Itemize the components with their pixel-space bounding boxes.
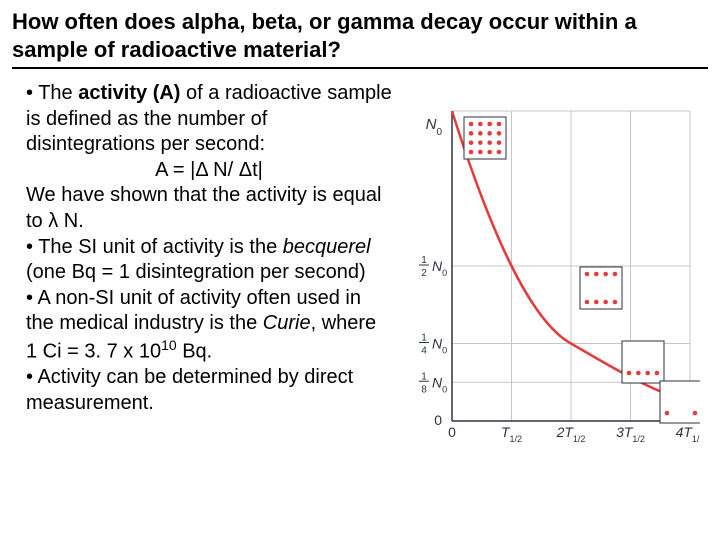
- bullet-3-post: Bq.: [177, 341, 213, 363]
- svg-text:1: 1: [421, 255, 427, 266]
- svg-text:N0: N0: [432, 258, 447, 278]
- bullet-2-post: (one Bq = 1 disintegration per second): [26, 261, 366, 283]
- svg-text:N0: N0: [426, 116, 443, 138]
- svg-text:1: 1: [421, 371, 427, 382]
- x-axis-labels: 0 T1/2 2T1/2 3T1/2 4T1/2: [448, 424, 700, 444]
- content-row: • The activity (A) of a radioactive samp…: [12, 81, 708, 416]
- text-column: • The activity (A) of a radioactive samp…: [12, 81, 392, 416]
- bullet-1-bold: activity (A): [78, 82, 180, 104]
- bullet-1-pre: • The: [26, 82, 78, 104]
- chart-column: 0N018N014N012N0 0T1/22T1/23T1/24T1/2: [400, 81, 708, 416]
- bullet-3-sup: 10: [161, 337, 177, 353]
- slide-title: How often does alpha, beta, or gamma dec…: [12, 8, 708, 69]
- svg-text:4T1/2: 4T1/2: [676, 424, 700, 444]
- svg-text:4: 4: [421, 346, 427, 357]
- svg-text:0: 0: [448, 424, 456, 440]
- svg-text:8: 8: [421, 384, 427, 395]
- svg-text:T1/2: T1/2: [501, 424, 522, 444]
- svg-text:1: 1: [421, 333, 427, 344]
- bullet-3-italic: Curie: [263, 312, 311, 334]
- svg-text:2T1/2: 2T1/2: [556, 424, 586, 444]
- bullet-1: • The activity (A) of a radioactive samp…: [26, 81, 392, 158]
- after-formula: We have shown that the activity is equal…: [26, 183, 392, 234]
- decay-chart: 0 N0 1 8 N0 1 4 N0 1 2 N0 0 T1/2 2T1/2 3T1/2 4T1/2: [400, 91, 700, 451]
- bullet-2-italic: becquerel: [283, 236, 371, 258]
- bullet-2-pre: • The SI unit of activity is the: [26, 236, 283, 258]
- svg-text:N0: N0: [432, 336, 447, 356]
- bullet-2: • The SI unit of activity is the becquer…: [26, 235, 392, 286]
- svg-text:0: 0: [434, 412, 442, 428]
- sample-boxes: [464, 117, 700, 423]
- formula: A = |Δ N/ Δt|: [26, 158, 392, 184]
- svg-text:N0: N0: [432, 374, 447, 394]
- y-axis-labels: 0 N0 1 8 N0 1 4 N0 1 2 N0: [419, 116, 447, 428]
- bullet-4: • Activity can be determined by direct m…: [26, 365, 392, 416]
- bullet-3: • A non-SI unit of activity often used i…: [26, 286, 392, 365]
- svg-text:3T1/2: 3T1/2: [616, 424, 645, 444]
- slide: How often does alpha, beta, or gamma dec…: [0, 0, 720, 540]
- svg-text:2: 2: [421, 268, 427, 279]
